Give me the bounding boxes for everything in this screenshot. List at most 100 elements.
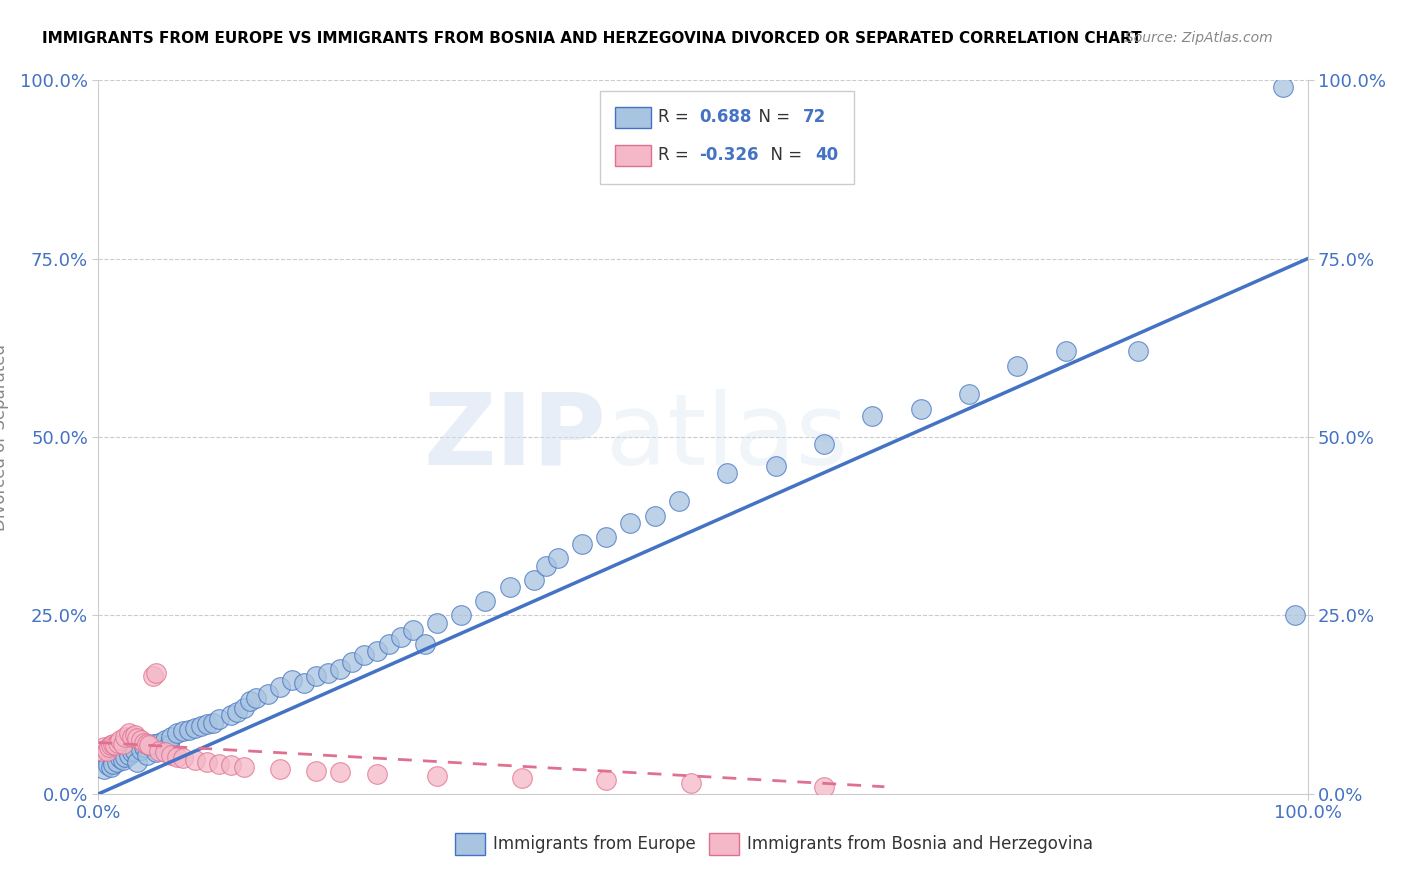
- Point: [100, 739, 122, 753]
- Text: 72: 72: [803, 109, 827, 127]
- Text: 40: 40: [815, 146, 838, 164]
- Point: [190, 719, 212, 733]
- Point: [172, 751, 194, 765]
- Point: [135, 747, 157, 762]
- Point: [256, 687, 278, 701]
- Point: [111, 737, 134, 751]
- Point: [413, 637, 436, 651]
- Point: [523, 573, 546, 587]
- Point: [153, 746, 176, 760]
- Point: [157, 739, 180, 753]
- Point: [679, 776, 702, 790]
- Point: [239, 694, 262, 708]
- Point: [118, 726, 141, 740]
- Point: [957, 387, 980, 401]
- Point: [107, 735, 129, 749]
- Point: [148, 744, 170, 758]
- Point: [108, 751, 131, 765]
- Text: Source: ZipAtlas.com: Source: ZipAtlas.com: [1125, 31, 1272, 45]
- Point: [118, 747, 141, 762]
- Point: [292, 676, 315, 690]
- Point: [160, 747, 183, 762]
- Point: [134, 740, 156, 755]
- Point: [450, 608, 472, 623]
- Point: [668, 494, 690, 508]
- FancyBboxPatch shape: [614, 107, 651, 128]
- Point: [1272, 80, 1295, 95]
- Point: [377, 637, 399, 651]
- Point: [195, 717, 218, 731]
- Point: [534, 558, 557, 573]
- Point: [93, 762, 115, 776]
- Text: atlas: atlas: [606, 389, 848, 485]
- Point: [166, 749, 188, 764]
- Point: [389, 630, 412, 644]
- Text: 0.688: 0.688: [699, 109, 752, 127]
- Text: ZIP: ZIP: [423, 389, 606, 485]
- Point: [134, 735, 156, 749]
- Point: [105, 755, 128, 769]
- Point: [510, 771, 533, 785]
- Text: Immigrants from Europe: Immigrants from Europe: [492, 835, 696, 853]
- Point: [329, 765, 352, 780]
- Point: [129, 742, 152, 756]
- Point: [142, 737, 165, 751]
- Point: [195, 755, 218, 769]
- Point: [138, 739, 160, 753]
- Point: [1128, 344, 1150, 359]
- Point: [765, 458, 787, 473]
- Point: [145, 746, 167, 760]
- Point: [127, 755, 149, 769]
- Point: [498, 580, 520, 594]
- Point: [813, 437, 835, 451]
- Point: [353, 648, 375, 662]
- Point: [644, 508, 666, 523]
- Point: [97, 758, 120, 772]
- Point: [100, 760, 122, 774]
- Point: [111, 753, 134, 767]
- Point: [269, 680, 291, 694]
- Text: N =: N =: [759, 146, 807, 164]
- Point: [245, 690, 267, 705]
- Point: [571, 537, 593, 551]
- Point: [474, 594, 496, 608]
- Point: [402, 623, 425, 637]
- Point: [1054, 344, 1077, 359]
- Point: [129, 733, 152, 747]
- Point: [221, 708, 243, 723]
- FancyBboxPatch shape: [600, 91, 855, 184]
- Point: [101, 737, 124, 751]
- Point: [121, 746, 143, 760]
- Point: [329, 662, 352, 676]
- Point: [1007, 359, 1029, 373]
- Point: [148, 735, 170, 749]
- Point: [153, 733, 176, 747]
- Point: [910, 401, 932, 416]
- Point: [595, 530, 617, 544]
- FancyBboxPatch shape: [456, 833, 485, 855]
- Point: [426, 769, 449, 783]
- Point: [121, 730, 143, 744]
- Point: [166, 726, 188, 740]
- Point: [269, 762, 291, 776]
- Point: [208, 712, 231, 726]
- Point: [281, 673, 304, 687]
- Point: [135, 737, 157, 751]
- Point: [595, 772, 617, 787]
- Point: [184, 721, 207, 735]
- Point: [98, 740, 121, 755]
- Y-axis label: Divorced or Separated: Divorced or Separated: [0, 343, 8, 531]
- Point: [114, 749, 136, 764]
- Point: [127, 731, 149, 746]
- Point: [813, 780, 835, 794]
- Point: [114, 730, 136, 744]
- Point: [101, 756, 124, 771]
- Point: [91, 744, 114, 758]
- Point: [716, 466, 738, 480]
- Text: R =: R =: [658, 109, 695, 127]
- Point: [184, 753, 207, 767]
- Point: [145, 665, 167, 680]
- Point: [232, 701, 254, 715]
- Text: -0.326: -0.326: [699, 146, 759, 164]
- Text: R =: R =: [658, 146, 695, 164]
